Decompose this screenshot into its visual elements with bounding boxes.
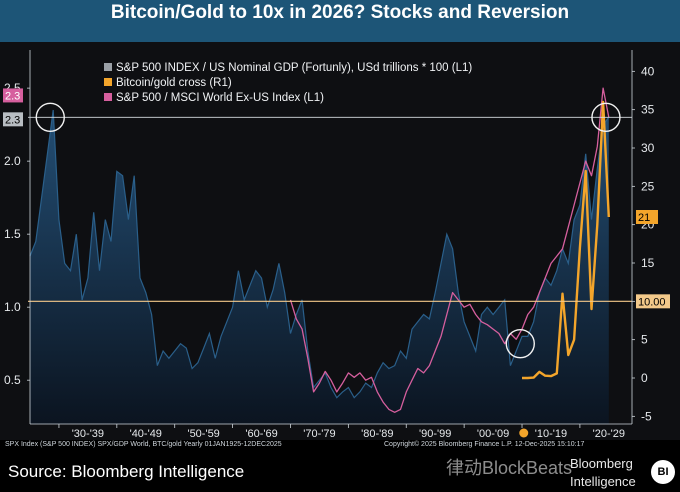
legend-swatch xyxy=(104,63,112,71)
x-tick-label: '30-'39 xyxy=(72,428,104,440)
x-tick-label: '70-'79 xyxy=(303,428,335,440)
chart-title: Bitcoin/Gold to 10x in 2026? Stocks and … xyxy=(110,2,570,23)
x-tick-label: '40-'49 xyxy=(130,428,162,440)
legend-entry: Bitcoin/gold cross (R1) xyxy=(116,77,232,89)
badge-spx-msci-bg xyxy=(3,88,23,103)
x-tick-label: '80-'89 xyxy=(361,428,393,440)
badge-spx-gdp-bg xyxy=(3,112,23,127)
right-tick-label: 5 xyxy=(641,333,648,347)
x-tick-label: '90-'99 xyxy=(419,428,451,440)
legend-swatch xyxy=(104,78,112,86)
right-tick-label: 40 xyxy=(641,64,655,78)
badge-reference: 10.00 xyxy=(638,296,666,308)
badge-spx-gdp: 2.3 xyxy=(5,114,20,126)
series-line-spx-gdp xyxy=(29,109,610,399)
x-tick-label: '10-'19 xyxy=(535,428,567,440)
bi-badge-icon: BI xyxy=(651,460,675,484)
x-tick-label: '50-'59 xyxy=(187,428,219,440)
badge-reference-bg xyxy=(636,294,670,309)
title-bar: Bitcoin/Gold to 10x in 2026? Stocks and … xyxy=(0,0,680,42)
footer-copyright: Copyright© 2025 Bloomberg Finance L.P. 1… xyxy=(384,441,585,448)
series-line-spx-msci xyxy=(289,87,610,413)
logo-line-1: Bloomberg xyxy=(570,456,633,471)
highlight-circle xyxy=(505,328,535,359)
x-tick-label: '00-'09 xyxy=(477,428,509,440)
badge-btc-gold: 21 xyxy=(638,212,650,224)
right-tick-label: 15 xyxy=(641,256,655,270)
right-tick-label: 0 xyxy=(641,371,648,385)
legend-entry: S&P 500 INDEX / US Nominal GDP (Fortunly… xyxy=(116,62,472,74)
highlight-circle xyxy=(591,102,621,133)
bloomberg-intelligence-logo: Bloomberg Intelligence BI xyxy=(570,456,676,490)
right-tick-label: -5 xyxy=(641,409,652,423)
watermark: 律动BlockBeats xyxy=(446,458,573,478)
legend-entry: S&P 500 / MSCI World Ex-US Index (L1) xyxy=(116,92,324,104)
right-tick-label: 25 xyxy=(641,179,655,193)
x-tick-label: '60-'69 xyxy=(245,428,277,440)
left-tick-label: 2.0 xyxy=(4,154,21,168)
footer-note: SPX Index (S&P 500 INDEX) SPX/GDP World,… xyxy=(5,441,282,448)
right-tick-label: 35 xyxy=(641,103,655,117)
chart-svg: 0.51.01.52.02.5-50510152025303540'30-'39… xyxy=(0,42,680,440)
badge-spx-msci: 2.3 xyxy=(5,90,20,102)
series-area-spx-gdp xyxy=(30,110,609,424)
logo-line-2: Intelligence xyxy=(570,474,636,489)
badge-btc-gold-bg xyxy=(636,210,658,224)
source-text: Source: Bloomberg Intelligence xyxy=(8,462,245,481)
right-tick-label: 30 xyxy=(641,141,655,155)
axis-marker-icon xyxy=(519,428,529,438)
series-line-btc-gold xyxy=(522,100,610,380)
left-tick-label: 1.5 xyxy=(4,227,21,241)
highlight-circle xyxy=(35,102,65,133)
x-tick-label: '20-'29 xyxy=(593,428,625,440)
left-tick-label: 0.5 xyxy=(4,373,21,387)
left-tick-label: 1.0 xyxy=(4,300,21,314)
legend-swatch xyxy=(104,93,112,101)
